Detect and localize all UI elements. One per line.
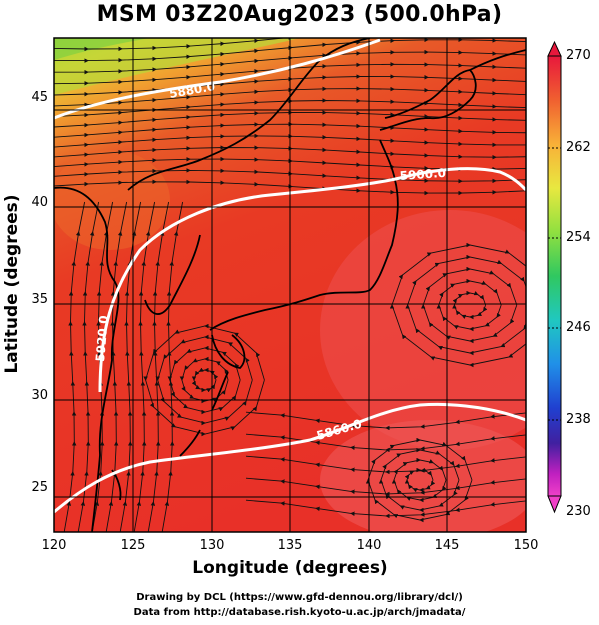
grid-lines — [54, 38, 526, 532]
streamline — [161, 201, 184, 532]
y-tick-label: 45 — [31, 90, 48, 105]
y-tick-label: 25 — [31, 480, 48, 495]
streamline — [245, 455, 526, 475]
x-axis-label: Longitude (degrees) — [192, 558, 388, 578]
y-tick-label: 35 — [31, 292, 48, 307]
contour-label: 5920.0 — [93, 315, 111, 362]
streamline — [245, 433, 526, 453]
x-tick-label: 150 — [513, 538, 539, 553]
streamline — [105, 201, 128, 532]
credit-data: Data from http://database.rish.kyoto-u.a… — [133, 607, 466, 618]
streamline — [147, 201, 170, 532]
streamline — [245, 499, 526, 519]
colorbar-tick-label: 246 — [566, 320, 591, 335]
streamline — [245, 411, 526, 431]
height-contours — [54, 38, 526, 514]
y-axis-label: Latitude (degrees) — [2, 194, 22, 374]
y-tick-label: 30 — [31, 388, 48, 403]
x-tick-label: 130 — [199, 538, 225, 553]
colorbar-tick-label: 230 — [566, 504, 591, 519]
streamline — [245, 477, 526, 497]
x-tick-label: 140 — [356, 538, 382, 553]
colorbar-tick-label: 238 — [566, 412, 591, 427]
figure-title: MSM 03Z20Aug2023 (500.0hPa) — [96, 2, 503, 27]
streamline — [133, 201, 156, 532]
coastlines — [54, 38, 526, 532]
y-tick-label: 40 — [31, 195, 48, 210]
credit-drawing: Drawing by DCL (https://www.gfd-dennou.o… — [136, 592, 463, 603]
colorbar — [547, 40, 562, 514]
colorbar-tick-label: 270 — [566, 48, 591, 63]
streamline — [77, 201, 100, 532]
plot-frame — [53, 37, 527, 533]
temperature-field: 5880.0 5900.0 5920.0 5860.0 — [54, 38, 526, 532]
colorbar-tick-label: 262 — [566, 140, 591, 155]
x-tick-label: 120 — [41, 538, 67, 553]
x-tick-label: 145 — [434, 538, 460, 553]
x-tick-label: 125 — [120, 538, 146, 553]
contour-label: 5900.0 — [399, 166, 446, 183]
streamline — [389, 242, 526, 368]
streamline — [63, 201, 86, 532]
streamline — [119, 201, 142, 532]
colorbar-tick-label: 254 — [566, 230, 591, 245]
x-tick-label: 135 — [277, 538, 303, 553]
